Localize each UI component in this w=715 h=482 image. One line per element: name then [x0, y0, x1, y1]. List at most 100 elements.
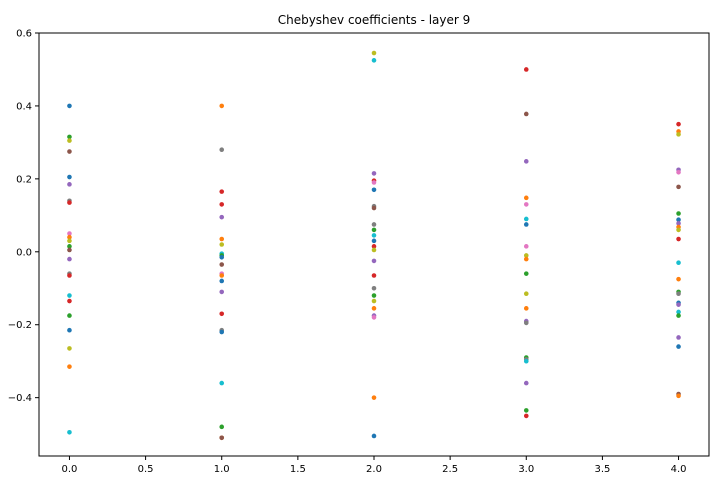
data-point: [676, 227, 681, 233]
data-point: [523, 256, 529, 262]
y-tick-label: −0.2: [8, 320, 32, 331]
data-point: [371, 293, 377, 298]
data-point: [219, 236, 225, 242]
x-axis: 0.0 0.5 1.0 1.5 2.0 2.5 3.0 3.5 4.0: [62, 456, 687, 475]
data-point: [371, 395, 377, 400]
data-point: [676, 344, 681, 349]
data-point: [371, 238, 377, 244]
data-point: [676, 335, 681, 340]
data-point: [67, 134, 72, 140]
data-point: [219, 273, 225, 278]
data-point: [523, 413, 529, 419]
data-point: [676, 132, 681, 137]
data-point: [371, 227, 377, 233]
data-point: [371, 315, 377, 320]
data-point: [219, 202, 225, 207]
data-point: [371, 222, 377, 227]
data-point: [371, 187, 377, 193]
data-point: [67, 293, 72, 298]
data-point: [371, 273, 377, 278]
x-tick-label: 3.0: [518, 464, 534, 475]
data-point: [371, 433, 377, 439]
data-point: [67, 238, 72, 244]
data-point: [523, 202, 529, 207]
data-point: [371, 306, 377, 311]
data-point: [219, 147, 225, 152]
y-tick-label: 0.4: [16, 101, 32, 112]
data-point: [371, 244, 377, 249]
chart-title: Chebyshev coefficients - layer 9: [278, 13, 471, 27]
data-point: [523, 159, 529, 164]
data-point: [676, 169, 681, 175]
data-point: [67, 256, 72, 262]
data-point: [676, 260, 681, 266]
data-point: [67, 200, 72, 205]
y-tick-label: 0.2: [16, 174, 32, 185]
data-point: [676, 309, 681, 315]
data-point: [676, 217, 681, 223]
data-point: [219, 329, 225, 335]
y-axis: −0.4 −0.2 0.0 0.2 0.4 0.6: [8, 29, 39, 404]
data-point: [67, 429, 72, 435]
data-point: [676, 302, 681, 307]
data-point: [67, 327, 72, 333]
data-point: [676, 211, 681, 216]
x-tick-label: 0.0: [62, 464, 78, 475]
data-point: [523, 244, 529, 249]
data-point: [67, 103, 72, 109]
data-point: [67, 231, 72, 236]
data-point: [371, 205, 377, 211]
data-point: [67, 364, 72, 369]
data-point: [67, 247, 72, 253]
data-point: [523, 358, 529, 364]
data-point: [523, 380, 529, 386]
data-point: [219, 311, 225, 317]
data-point: [371, 298, 377, 304]
data-point: [523, 195, 529, 201]
data-point: [523, 320, 529, 326]
data-point: [523, 306, 529, 311]
data-point: [219, 435, 225, 441]
data-point: [523, 222, 529, 227]
data-point: [219, 242, 225, 247]
data-point: [219, 278, 225, 284]
data-point: [523, 111, 529, 117]
x-tick-label: 2.0: [366, 464, 382, 475]
data-point: [371, 258, 377, 264]
data-point: [523, 271, 529, 276]
data-point: [676, 121, 681, 127]
data-point: [67, 234, 72, 240]
data-point: [371, 171, 377, 176]
data-point: [219, 380, 225, 386]
x-tick-label: 1.0: [214, 464, 230, 475]
x-tick-label: 0.5: [138, 464, 154, 475]
data-point: [219, 214, 225, 220]
data-point: [219, 262, 225, 267]
points-layer: [67, 50, 681, 441]
data-point: [67, 138, 72, 143]
data-point: [371, 285, 377, 291]
data-point: [67, 149, 72, 154]
data-point: [67, 273, 72, 278]
x-tick-label: 1.5: [290, 464, 306, 475]
data-point: [676, 184, 681, 190]
data-point: [67, 244, 72, 249]
y-tick-label: −0.4: [8, 393, 32, 404]
data-point: [676, 393, 681, 399]
data-point: [676, 313, 681, 318]
data-point: [676, 291, 681, 297]
data-point: [219, 189, 225, 194]
x-tick-label: 3.5: [594, 464, 610, 475]
data-point: [523, 253, 529, 258]
data-point: [67, 346, 72, 351]
data-point: [219, 289, 225, 295]
x-tick-label: 4.0: [671, 464, 687, 475]
data-point: [523, 67, 529, 72]
data-point: [67, 313, 72, 318]
y-tick-label: 0.0: [16, 247, 32, 258]
data-point: [676, 221, 681, 226]
data-point: [523, 216, 529, 222]
data-point: [67, 182, 72, 187]
data-point: [371, 50, 377, 56]
data-point: [676, 236, 681, 242]
